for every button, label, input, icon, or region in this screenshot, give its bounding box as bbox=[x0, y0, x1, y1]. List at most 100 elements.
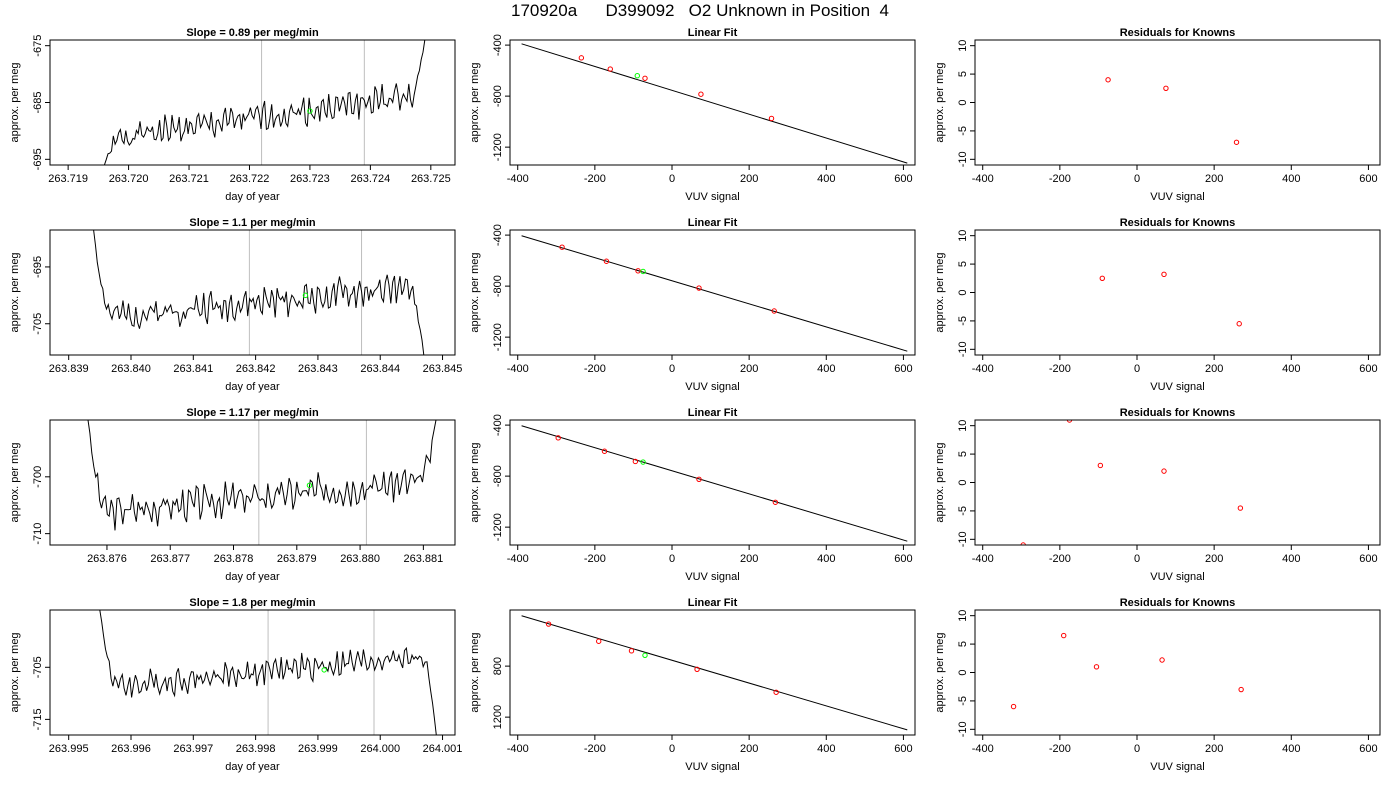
r3-residuals-residual-point bbox=[1066, 420, 1073, 423]
r3-linear-fit-x-tick-label: 600 bbox=[894, 553, 912, 565]
r4-time-series-x-tick-label: 264.000 bbox=[360, 743, 400, 755]
r2-time-series-x-tick-label: 263.841 bbox=[173, 363, 213, 375]
r2-time-series-y-tick-label: -705 bbox=[32, 313, 44, 335]
r4-time-series-y-tick-label: -705 bbox=[32, 656, 44, 678]
r4-time-series-x-tick-label: 263.999 bbox=[298, 743, 338, 755]
r3-linear-fit-x-tick-label: -400 bbox=[507, 553, 529, 565]
r1-linear-fit-x-tick-label: 400 bbox=[817, 173, 835, 185]
r1-residuals-x-tick-label: -200 bbox=[1049, 173, 1071, 185]
r3-linear-fit-x-tick-label: 400 bbox=[817, 553, 835, 565]
r2-linear-fit-y-tick-label: -400 bbox=[492, 224, 504, 246]
r4-residuals-residual-point bbox=[1238, 686, 1244, 693]
r4-linear-fit-y-tick-label: 800 bbox=[492, 657, 504, 675]
r2-residuals-y-tick-label: -5 bbox=[957, 316, 969, 326]
r3-time-series-x-tick-label: 263.880 bbox=[340, 553, 380, 565]
r1-residuals-residual-point bbox=[1233, 139, 1240, 145]
r3-residuals-y-axis-label: approx. per meg bbox=[934, 442, 946, 522]
r4-time-series-x-axis-label: day of year bbox=[225, 761, 280, 773]
r4-residuals-residual-point bbox=[1061, 632, 1067, 639]
r2-linear-fit-fit-line bbox=[521, 235, 908, 352]
r4-residuals-title: Residuals for Knowns bbox=[1120, 597, 1236, 609]
r4-residuals-y-tick-label: 5 bbox=[957, 641, 969, 647]
r4-residuals-y-tick-label: 10 bbox=[957, 610, 969, 622]
r3-linear-fit-x-tick-label: 200 bbox=[740, 553, 758, 565]
r3-time-series-plot-frame bbox=[49, 419, 456, 546]
r1-linear-fit-x-tick-label: -200 bbox=[584, 173, 606, 185]
r3-linear-fit-plot-frame bbox=[509, 419, 916, 546]
r3-residuals-y-tick-label: -5 bbox=[957, 506, 969, 516]
r4-linear-fit-x-tick-label: 200 bbox=[740, 743, 758, 755]
r2-linear-fit-x-tick-label: -400 bbox=[507, 363, 529, 375]
r4-residuals-residual-point bbox=[1093, 664, 1100, 670]
r1-residuals-y-tick-label: -10 bbox=[957, 151, 969, 167]
r3-residuals-x-tick-label: 400 bbox=[1282, 553, 1300, 565]
r4-time-series-x-tick-label: 264.001 bbox=[423, 743, 463, 755]
r3-residuals-residual-point bbox=[1097, 462, 1104, 469]
r2-time-series-plot-frame bbox=[49, 229, 456, 356]
r1-linear-fit-plot-frame bbox=[509, 39, 916, 166]
r1-residuals-x-tick-label: -400 bbox=[972, 173, 994, 185]
r1-residuals-y-tick-label: 5 bbox=[957, 71, 969, 77]
r1-linear-fit-y-tick-label: -800 bbox=[492, 85, 504, 107]
r4-linear-fit-fit-line bbox=[521, 615, 908, 731]
r2-time-series-title: Slope = 1.1 per meg/min bbox=[189, 217, 316, 229]
r3-residuals-x-tick-label: -400 bbox=[972, 553, 994, 565]
r1-linear-fit-known-point bbox=[578, 55, 585, 61]
r3-linear-fit-known-point bbox=[555, 435, 561, 441]
r2-residuals-x-tick-label: 600 bbox=[1359, 363, 1377, 375]
r4-linear-fit-known-point bbox=[773, 689, 779, 695]
r2-linear-fit-known-point bbox=[635, 268, 641, 274]
r2-time-series-x-tick-label: 263.845 bbox=[423, 363, 463, 375]
r2-residuals-x-tick-label: 200 bbox=[1205, 363, 1223, 375]
r3-residuals-x-tick-label: 200 bbox=[1205, 553, 1223, 565]
r4-residuals-x-tick-label: 200 bbox=[1205, 743, 1223, 755]
r3-residuals-y-tick-label: 0 bbox=[957, 479, 969, 485]
r4-linear-fit-known-point bbox=[628, 648, 635, 654]
r4-residuals-plot-frame bbox=[974, 609, 1381, 736]
r1-linear-fit-fit-line bbox=[521, 43, 908, 164]
r3-time-series-unknown-point bbox=[306, 482, 313, 489]
r1-linear-fit-x-tick-label: 0 bbox=[669, 173, 675, 185]
r1-time-series-trace-line bbox=[103, 40, 426, 165]
r4-time-series-y-axis-label: approx. per meg bbox=[9, 632, 21, 712]
r3-residuals-y-tick-label: -10 bbox=[957, 531, 969, 547]
r1-residuals-x-tick-label: 600 bbox=[1359, 173, 1377, 185]
r4-residuals-y-tick-label: -5 bbox=[957, 696, 969, 706]
r2-residuals-x-tick-label: -200 bbox=[1049, 363, 1071, 375]
r1-linear-fit-unknown-point bbox=[634, 73, 640, 79]
r4-time-series-x-tick-label: 263.995 bbox=[49, 743, 89, 755]
r2-residuals-x-axis-label: VUV signal bbox=[1150, 381, 1204, 393]
r2-time-series-x-tick-label: 263.839 bbox=[49, 363, 89, 375]
r3-time-series-title: Slope = 1.17 per meg/min bbox=[186, 407, 319, 419]
r3-time-series-y-axis-label: approx. per meg bbox=[9, 442, 21, 522]
r3-linear-fit-x-tick-label: 0 bbox=[669, 553, 675, 565]
r4-linear-fit-known-point bbox=[545, 621, 552, 627]
r3-linear-fit-known-point bbox=[632, 458, 639, 465]
r1-residuals-plot-frame bbox=[974, 39, 1381, 166]
r3-residuals-x-tick-label: 600 bbox=[1359, 553, 1377, 565]
r1-linear-fit-x-axis-label: VUV signal bbox=[685, 191, 739, 203]
r1-time-series-plot-frame bbox=[49, 39, 456, 166]
r2-linear-fit-title: Linear Fit bbox=[688, 217, 738, 229]
r2-linear-fit-known-point bbox=[696, 285, 702, 291]
r1-residuals-title: Residuals for Knowns bbox=[1120, 27, 1236, 39]
r4-linear-fit-known-point bbox=[596, 638, 602, 644]
r3-linear-fit-x-tick-label: -200 bbox=[584, 553, 606, 565]
r3-linear-fit-y-axis-label: approx. per meg bbox=[469, 442, 481, 522]
r2-residuals-residual-point bbox=[1161, 271, 1167, 278]
r2-time-series-x-tick-label: 263.842 bbox=[236, 363, 276, 375]
r3-linear-fit-known-point bbox=[601, 448, 608, 454]
r1-time-series-x-tick-label: 263.722 bbox=[230, 173, 270, 185]
r3-time-series-x-tick-label: 263.881 bbox=[403, 553, 443, 565]
r4-time-series-unknown-point bbox=[321, 667, 327, 673]
r3-time-series-x-tick-label: 263.878 bbox=[214, 553, 254, 565]
r2-residuals-y-axis-label: approx. per meg bbox=[934, 252, 946, 332]
r1-linear-fit-x-tick-label: 600 bbox=[894, 173, 912, 185]
r4-linear-fit-x-tick-label: -200 bbox=[584, 743, 606, 755]
r3-linear-fit-y-tick-label: -1200 bbox=[492, 513, 504, 541]
r3-residuals-plot-frame bbox=[974, 419, 1381, 546]
r2-residuals-y-tick-label: 0 bbox=[957, 289, 969, 295]
r1-linear-fit-known-point bbox=[607, 66, 613, 72]
r1-linear-fit-known-point bbox=[698, 91, 704, 97]
